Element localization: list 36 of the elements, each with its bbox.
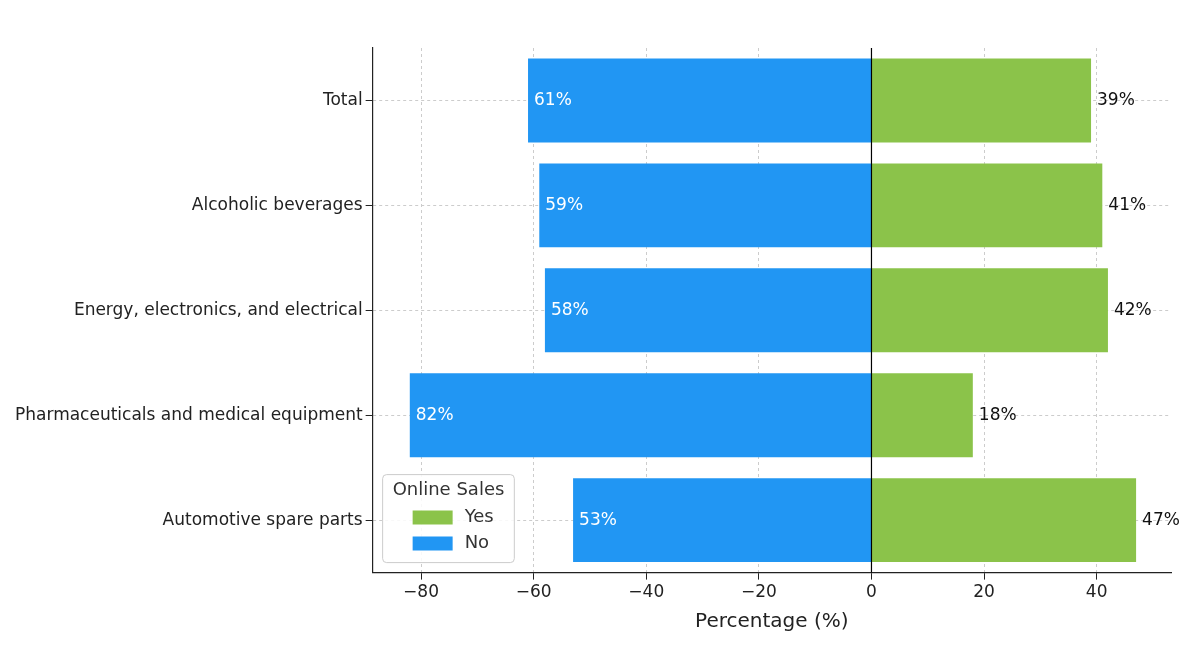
- x-tick-label: 20: [973, 581, 995, 602]
- x-tick-label: 40: [1085, 581, 1108, 602]
- x-tick-label: −60: [515, 581, 552, 602]
- bar: [871, 58, 1092, 143]
- data-label: 42%: [1113, 298, 1152, 319]
- y-tick-label: Automotive spare parts: [162, 508, 363, 529]
- bar: [871, 163, 1103, 248]
- x-axis-title: Percentage (%): [695, 608, 849, 633]
- bar: [528, 58, 871, 143]
- data-label: 53%: [579, 508, 617, 529]
- data-label: 41%: [1108, 193, 1147, 214]
- legend-label: Yes: [463, 505, 494, 527]
- bar: [871, 268, 1108, 353]
- data-label: 58%: [550, 298, 589, 319]
- x-tick-label: −40: [628, 581, 665, 602]
- bar: [409, 373, 871, 458]
- x-tick-label: −80: [403, 581, 439, 602]
- x-tick-label: 0: [866, 581, 877, 602]
- bar: [573, 478, 871, 563]
- y-tick-label: Energy, electronics, and electrical: [73, 298, 363, 319]
- bar: [871, 373, 973, 458]
- data-label: 47%: [1142, 508, 1180, 529]
- y-tick-label: Total: [321, 88, 363, 109]
- bar: [871, 478, 1137, 563]
- data-label: 18%: [978, 403, 1017, 424]
- bar: [544, 268, 871, 353]
- y-tick-label: Pharmaceuticals and medical equipment: [15, 403, 363, 424]
- data-label: 39%: [1097, 88, 1135, 109]
- legend-title: Online Sales: [392, 478, 505, 500]
- data-label: 82%: [415, 403, 454, 424]
- x-tick-label: −20: [740, 581, 777, 602]
- legend-label: No: [464, 531, 490, 553]
- bar: [539, 163, 871, 248]
- data-label: 61%: [534, 88, 572, 109]
- y-tick-label: Alcoholic beverages: [191, 193, 363, 214]
- data-label: 59%: [545, 193, 584, 214]
